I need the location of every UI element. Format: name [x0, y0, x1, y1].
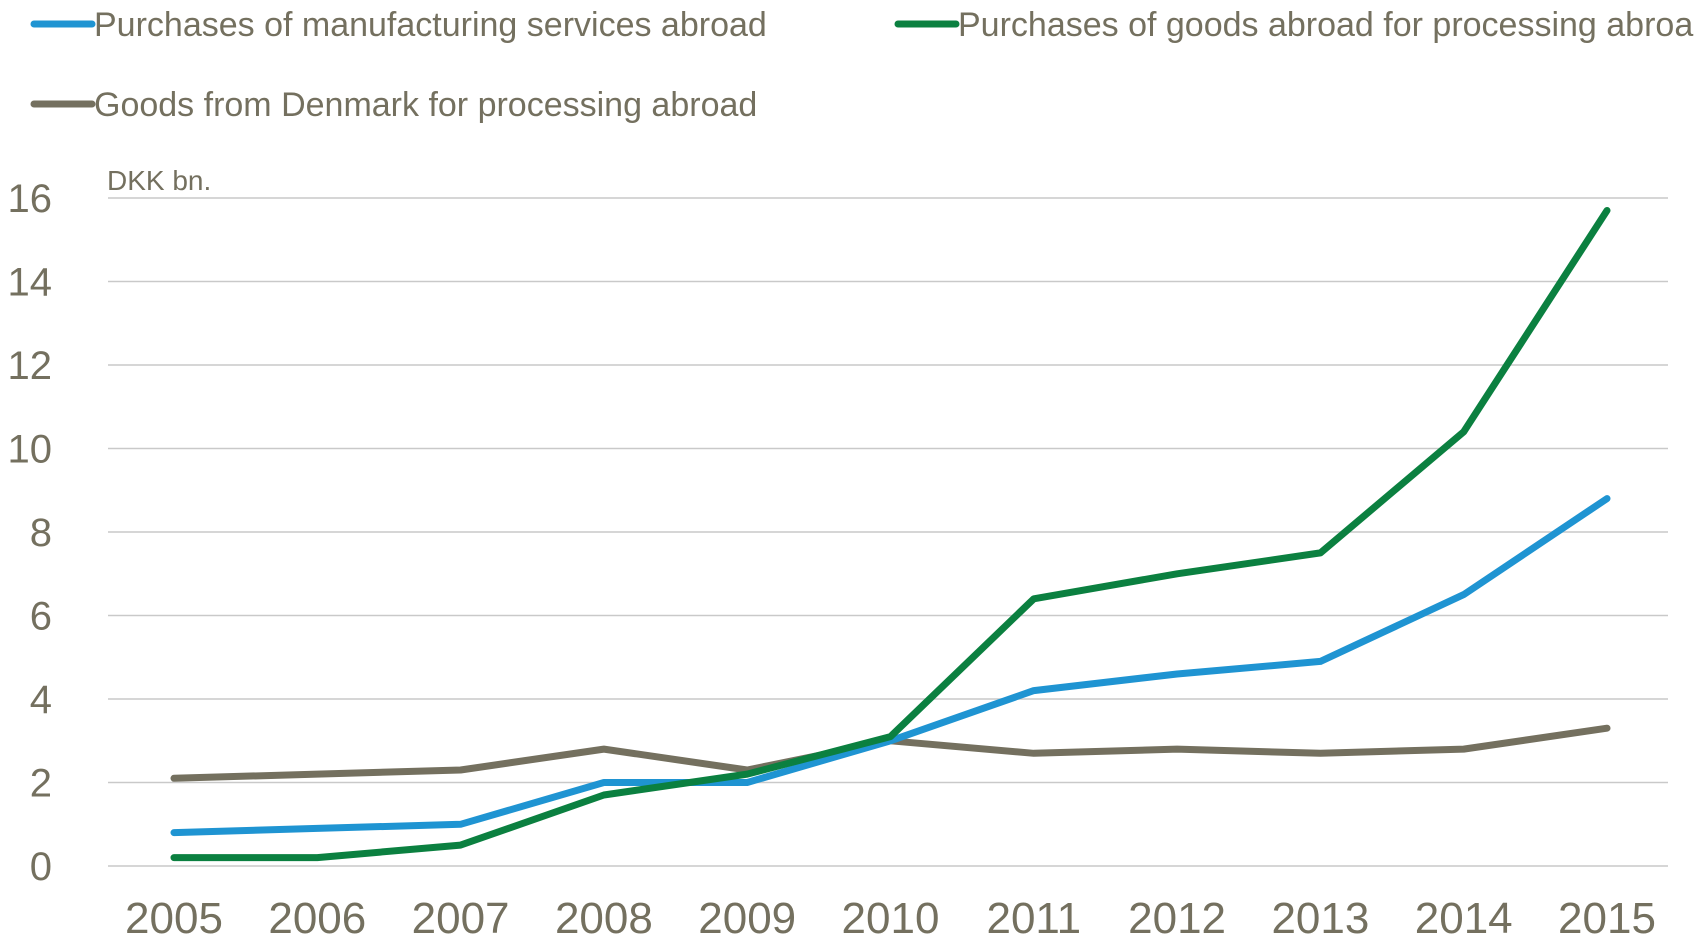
series-line-0 [170, 495, 1611, 837]
series-lines [170, 207, 1611, 862]
x-axis-ticks: 2005 2006 2007 2008 2009 2010 2011 2012 2013 2014… [125, 894, 1656, 943]
y-tick-label: 14 [8, 261, 53, 305]
y-tick-label: 8 [30, 511, 52, 555]
x-tick-label: 2005 [125, 894, 223, 943]
x-tick-label: 2012 [1128, 894, 1226, 943]
y-tick-label: 6 [30, 595, 52, 639]
x-tick-label: 2008 [555, 894, 653, 943]
x-tick-label: 2013 [1271, 894, 1369, 943]
y-tick-label: 10 [8, 428, 53, 472]
x-tick-label: 2010 [842, 894, 940, 943]
legend-label: Purchases of manufacturing services abro… [94, 6, 767, 44]
x-tick-label: 2007 [412, 894, 510, 943]
y-axis-ticks: 0 2 4 6 8 10 12 14 16 [8, 177, 53, 889]
y-tick-label: 0 [30, 845, 52, 889]
legend-label: Purchases of goods abroad for processing… [958, 6, 1694, 44]
x-tick-label: 2014 [1415, 894, 1513, 943]
legend-item: Goods from Denmark for processing abroad [30, 86, 757, 124]
y-tick-label: 4 [30, 678, 52, 722]
y-tick-label: 12 [8, 344, 53, 388]
legend-item: Purchases of manufacturing services abro… [30, 6, 767, 44]
gridlines [108, 197, 1668, 867]
legend-label: Goods from Denmark for processing abroad [94, 86, 757, 124]
x-tick-label: 2009 [698, 894, 796, 943]
y-tick-label: 16 [8, 177, 53, 221]
x-tick-label: 2015 [1558, 894, 1656, 943]
x-tick-label: 2011 [986, 894, 1081, 943]
legend-item: Purchases of goods abroad for processing… [894, 6, 1694, 44]
x-tick-label: 2006 [268, 894, 366, 943]
series-line-1 [170, 207, 1611, 862]
legend: Purchases of manufacturing services abro… [30, 6, 1694, 124]
y-tick-label: 2 [30, 762, 52, 806]
unit-label: DKK bn. [107, 165, 211, 196]
